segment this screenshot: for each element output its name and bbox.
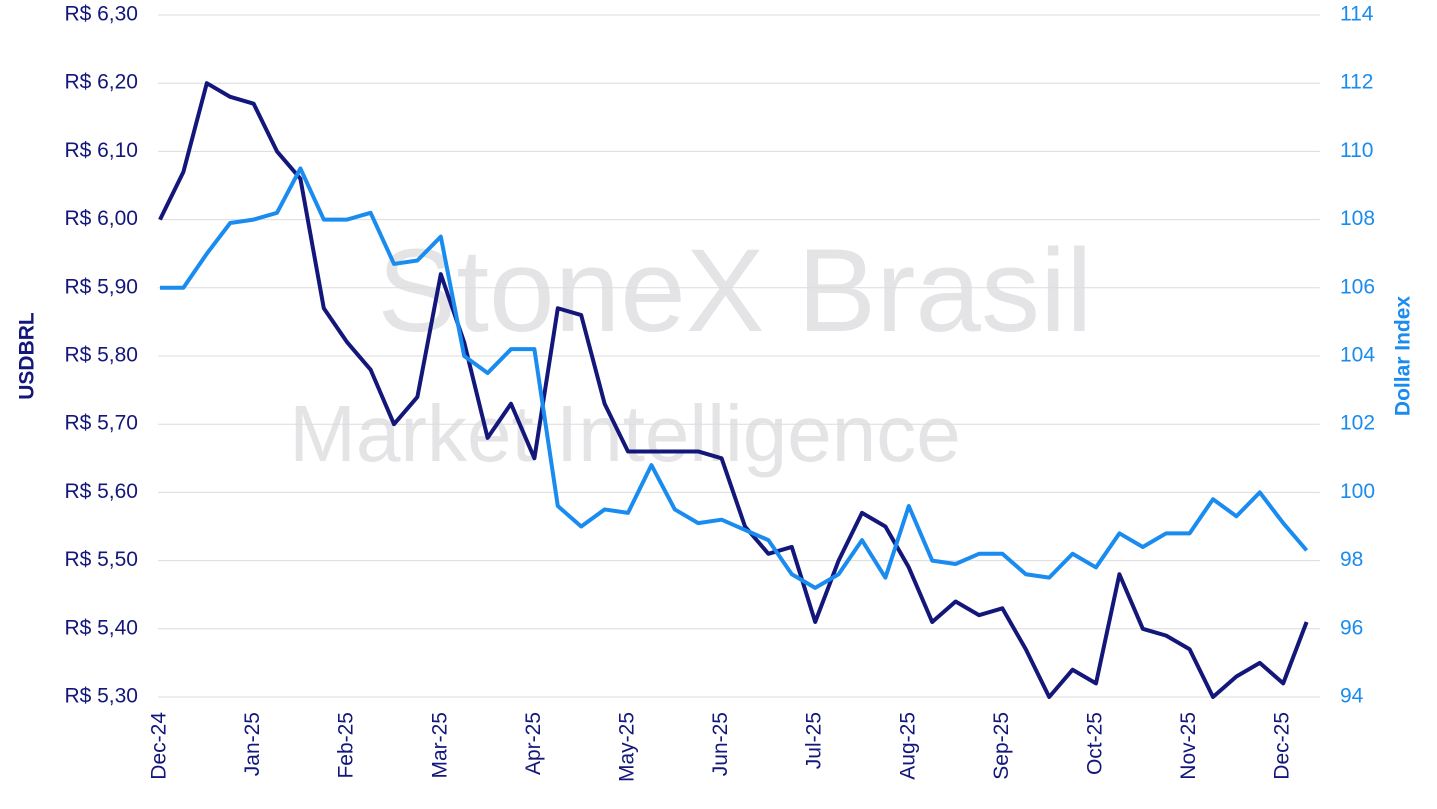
y-tick-label: R$ 6,30 (64, 3, 138, 26)
x-tick-label: Dec-24 (148, 712, 171, 780)
y-tick-label: R$ 5,50 (64, 548, 138, 571)
y2-tick-label: 100 (1340, 480, 1375, 503)
y-tick-label: R$ 5,70 (64, 412, 138, 435)
y-tick-label: R$ 5,40 (64, 616, 138, 639)
x-tick-label: Jan-25 (241, 712, 264, 776)
watermark: Market Intelligence (289, 389, 960, 478)
x-tick-label: Jun-25 (709, 712, 732, 776)
y2-tick-label: 110 (1340, 139, 1373, 162)
x-tick-label: Feb-25 (335, 712, 358, 779)
x-tick-label: Jul-25 (803, 712, 826, 769)
y2-tick-label: 96 (1340, 616, 1363, 639)
series-line (160, 166, 1309, 590)
x-tick-label: Nov-25 (1177, 712, 1200, 780)
x-tick-label: Apr-25 (522, 712, 545, 775)
y-tick-label: R$ 5,90 (64, 275, 138, 298)
y-axis-title: USDBRL (16, 312, 39, 400)
y-tick-label: R$ 6,00 (64, 207, 138, 230)
y-tick-label: R$ 5,80 (64, 344, 138, 367)
y2-tick-label: 98 (1340, 548, 1363, 571)
x-tick-label: Mar-25 (428, 712, 451, 779)
y-tick-label: R$ 5,30 (64, 685, 138, 708)
x-tick-label: Aug-25 (896, 712, 919, 780)
y2-tick-label: 102 (1340, 412, 1375, 435)
y2-tick-label: 114 (1340, 3, 1374, 26)
y2-tick-label: 104 (1340, 344, 1375, 367)
y2-tick-label: 94 (1340, 685, 1364, 708)
y-tick-label: R$ 5,60 (64, 480, 138, 503)
x-tick-label: Dec-25 (1271, 712, 1294, 780)
x-tick-label: Sep-25 (990, 712, 1013, 780)
y2-axis-title: Dollar Index (1392, 296, 1415, 417)
watermark: StoneX Brasil (378, 225, 1093, 357)
series-line (158, 81, 1309, 699)
y2-tick-label: 108 (1340, 207, 1375, 230)
x-tick-label: Oct-25 (1084, 712, 1107, 775)
y-tick-label: R$ 6,10 (64, 139, 138, 162)
y2-tick-label: 112 (1340, 71, 1373, 94)
y2-tick-label: 106 (1340, 275, 1375, 298)
y-tick-label: R$ 6,20 (64, 71, 138, 94)
x-tick-label: May-25 (616, 712, 639, 782)
